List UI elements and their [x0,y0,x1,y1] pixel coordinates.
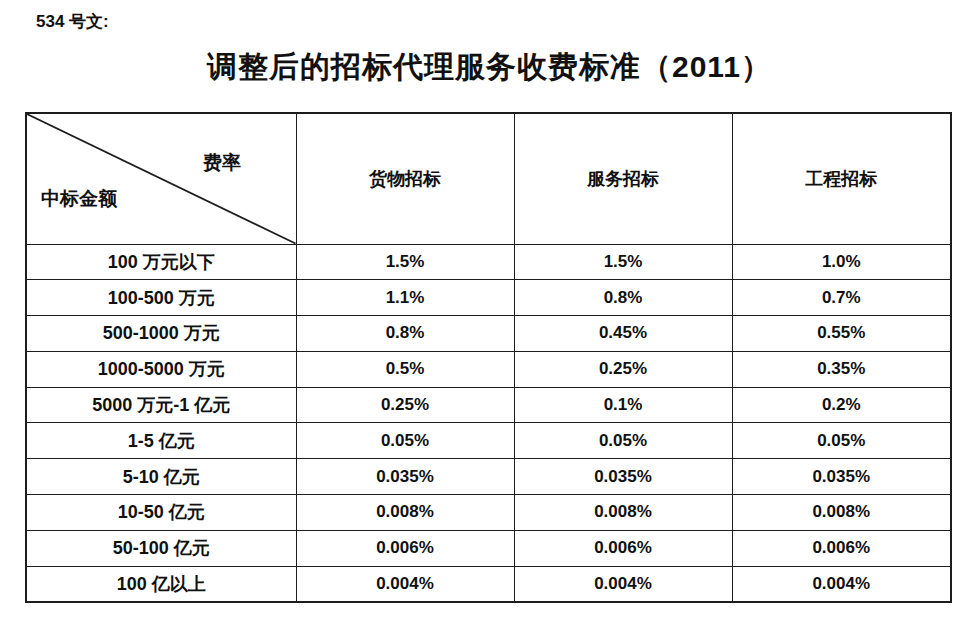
rate-cell: 1.1% [296,280,514,316]
rate-cell: 0.035% [296,459,514,495]
column-header-goods: 货物招标 [296,113,514,244]
page-title: 调整后的招标代理服务收费标准（2011） [0,47,979,88]
table-row: 100-500 万元 1.1% 0.8% 0.7% [26,280,951,316]
rate-cell: 0.05% [296,423,514,459]
corner-rate-label: 费率 [203,150,241,176]
row-label: 10-50 亿元 [26,495,296,531]
rate-cell: 0.004% [296,566,514,602]
rate-cell: 0.006% [732,530,951,566]
rate-cell: 1.5% [514,244,732,280]
table-row: 100 万元以下 1.5% 1.5% 1.0% [26,244,951,280]
rate-cell: 0.008% [732,495,951,531]
rate-cell: 0.008% [296,495,514,531]
row-label: 50-100 亿元 [26,530,296,566]
rate-cell: 0.006% [514,530,732,566]
rate-cell: 0.05% [732,423,951,459]
rate-cell: 0.45% [514,316,732,352]
rate-cell: 0.35% [732,351,951,387]
rate-cell: 0.006% [296,530,514,566]
rate-cell: 0.008% [514,495,732,531]
row-label: 100 万元以下 [26,244,296,280]
rate-cell: 0.55% [732,316,951,352]
table-row: 10-50 亿元 0.008% 0.008% 0.008% [26,495,951,531]
table-row: 50-100 亿元 0.006% 0.006% 0.006% [26,530,951,566]
table-row: 100 亿以上 0.004% 0.004% 0.004% [26,566,951,602]
table-row: 5-10 亿元 0.035% 0.035% 0.035% [26,459,951,495]
row-label: 5000 万元-1 亿元 [26,387,296,423]
column-header-engineering: 工程招标 [732,113,951,244]
header-row: 费率 中标金额 货物招标 服务招标 工程招标 [26,113,951,244]
rate-cell: 0.2% [732,387,951,423]
rate-cell: 0.05% [514,423,732,459]
row-label: 1000-5000 万元 [26,351,296,387]
rate-cell: 0.8% [296,316,514,352]
fee-table: 费率 中标金额 货物招标 服务招标 工程招标 100 万元以下 1.5% 1.5… [25,112,952,603]
row-label: 1-5 亿元 [26,423,296,459]
rate-cell: 0.7% [732,280,951,316]
rate-cell: 0.25% [296,387,514,423]
rate-cell: 0.25% [514,351,732,387]
row-label: 100 亿以上 [26,566,296,602]
diagonal-divider-line [27,114,296,244]
row-label: 100-500 万元 [26,280,296,316]
table-row: 5000 万元-1 亿元 0.25% 0.1% 0.2% [26,387,951,423]
doc-number-label: 534 号文: [36,10,109,33]
rate-cell: 0.035% [732,459,951,495]
corner-cell: 费率 中标金额 [26,113,296,244]
rate-cell: 1.5% [296,244,514,280]
rate-cell: 1.0% [732,244,951,280]
table-row: 1000-5000 万元 0.5% 0.25% 0.35% [26,351,951,387]
rate-cell: 0.004% [514,566,732,602]
row-label: 500-1000 万元 [26,316,296,352]
rate-cell: 0.004% [732,566,951,602]
table-row: 500-1000 万元 0.8% 0.45% 0.55% [26,316,951,352]
column-header-services: 服务招标 [514,113,732,244]
rate-cell: 0.035% [514,459,732,495]
rate-cell: 0.1% [514,387,732,423]
rate-cell: 0.8% [514,280,732,316]
row-label: 5-10 亿元 [26,459,296,495]
rate-cell: 0.5% [296,351,514,387]
corner-amount-label: 中标金额 [41,186,117,212]
table-row: 1-5 亿元 0.05% 0.05% 0.05% [26,423,951,459]
